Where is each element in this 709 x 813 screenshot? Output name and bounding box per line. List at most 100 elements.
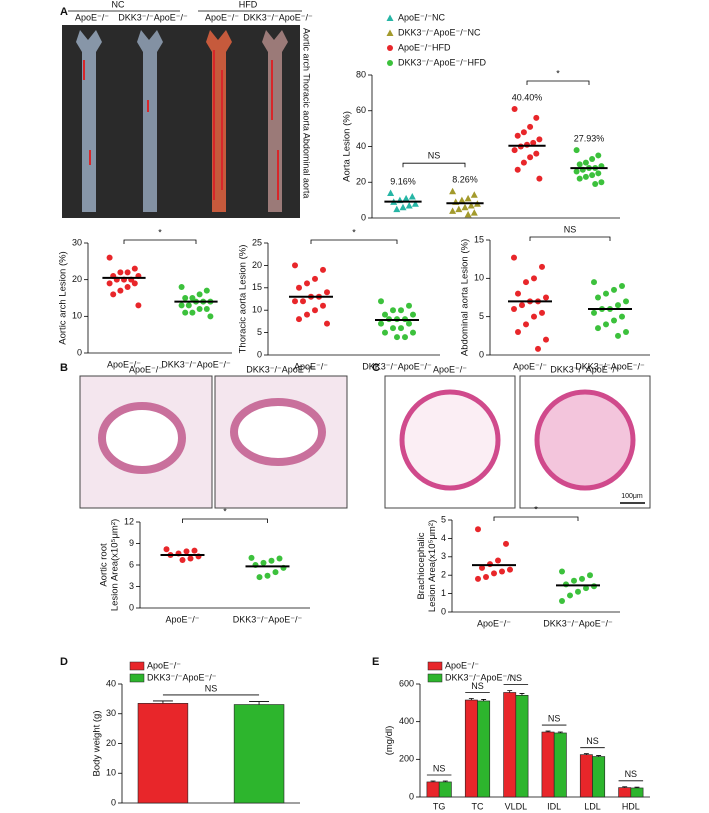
y-tick-label: 5 [441,514,446,524]
data-point [458,196,466,204]
x-tick-label: DKK3⁻/⁻ApoE⁻/⁻ [575,361,645,371]
y-tick-label: 9 [129,538,134,548]
y-axis-label: Body weight (g) [92,710,103,776]
data-point [131,280,138,287]
x-tick-label: HDL [622,801,640,811]
data-point [533,150,540,157]
error-bar [596,755,602,757]
sample-label: DKK3⁻/⁻ApoE⁻/⁻ [118,12,188,22]
error-bar [442,780,448,782]
aorta-image [76,30,102,212]
data-point [535,345,541,352]
y-tick-label: 0 [361,212,366,222]
data-point [387,189,395,196]
data-point [592,181,599,188]
bar [579,754,593,798]
sample-label: ApoE⁻/⁻ [205,12,239,22]
data-point [110,291,117,298]
data-point [398,325,404,332]
region-label: Aortic arch Thoracic aorta Abdominal aor… [302,28,312,198]
data-point [595,325,601,332]
bar [233,704,285,804]
y-axis-label: Aortic root [99,543,110,587]
data-point [536,175,543,182]
data-point [559,568,565,575]
y-tick-label: 0 [129,602,134,612]
error-bar [583,753,589,755]
significance-label: * [223,506,227,516]
x-tick-label: DKK3⁻/⁻ApoE⁻/⁻ [233,614,303,624]
data-point [312,275,318,282]
data-point [378,320,384,327]
data-point [523,321,529,328]
data-point [408,193,416,200]
bar [630,787,644,798]
data-point [324,320,330,327]
data-point [320,302,326,309]
error-bar [468,698,474,701]
data-point [207,313,214,320]
y-tick-label: 3 [129,581,134,591]
data-point [405,201,413,209]
data-point [178,302,185,309]
data-point [511,105,518,112]
data-point [320,266,326,273]
y-tick-label: 20 [106,738,116,748]
data-point [410,329,416,336]
significance-bracket [529,236,611,241]
data-point [393,205,401,213]
scale-label: 100μm [621,493,643,500]
group-label: HFD [239,0,258,9]
data-point [117,287,124,294]
data-point [511,306,517,312]
data-point [276,555,283,562]
data-point [296,284,302,291]
bar [618,787,632,798]
y-tick-label: 60 [356,105,366,115]
data-point [511,254,517,261]
data-point [324,289,330,296]
data-point [611,317,617,324]
tissue-ring [399,389,501,491]
y-axis-label: Aorta Lesion (%) [342,111,353,182]
legend-label: ApoE⁻/⁻ [445,660,479,670]
y-axis-label: Brachiocephalic [416,532,427,599]
sample-label: ApoE⁻/⁻ [433,364,467,374]
data-point [189,295,196,301]
data-point [399,203,407,211]
data-point [182,309,189,316]
data-point [507,566,513,573]
data-point [539,263,545,270]
panel-label: B [60,362,68,374]
legend-marker [386,14,394,21]
data-point [520,159,527,166]
data-point [464,210,472,218]
error-bar [249,701,270,705]
significance-label: * [352,227,356,237]
x-tick-label: DKK3⁻/⁻ApoE⁻/⁻ [161,359,231,369]
data-point [410,311,416,318]
data-point [582,173,589,180]
y-tick-label: 20 [72,274,82,284]
bar [515,694,529,798]
bar [438,781,452,798]
y-tick-label: 10 [72,311,82,321]
significance-label: * [158,227,162,237]
data-point [595,152,602,159]
significance-label: * [534,504,538,514]
y-tick-label: 0 [111,797,116,807]
data-point [623,298,629,305]
legend-swatch [427,661,443,671]
bar [541,731,555,798]
data-point [523,279,529,286]
data-point [470,191,478,198]
x-tick-label: ApoE⁻/⁻ [107,359,141,369]
y-tick-label: 0 [479,349,484,359]
data-point [533,114,540,121]
legend-swatch [129,661,145,671]
error-bar [430,780,436,782]
legend-label: DKK3⁻/⁻ApoE⁻/⁻NC [398,27,481,37]
data-point [182,295,189,301]
legend-label: ApoE⁻/⁻ [147,660,181,670]
y-tick-label: 5 [257,327,262,337]
